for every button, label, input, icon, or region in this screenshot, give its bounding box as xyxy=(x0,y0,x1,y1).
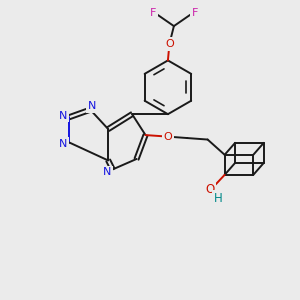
Text: F: F xyxy=(192,8,198,18)
Text: N: N xyxy=(103,167,112,177)
Text: O: O xyxy=(205,183,214,196)
Text: O: O xyxy=(163,132,172,142)
Text: N: N xyxy=(58,111,67,121)
Text: F: F xyxy=(149,8,156,18)
Text: H: H xyxy=(213,192,222,205)
Text: N: N xyxy=(88,101,96,111)
Text: N: N xyxy=(58,139,67,149)
Text: O: O xyxy=(165,39,174,49)
